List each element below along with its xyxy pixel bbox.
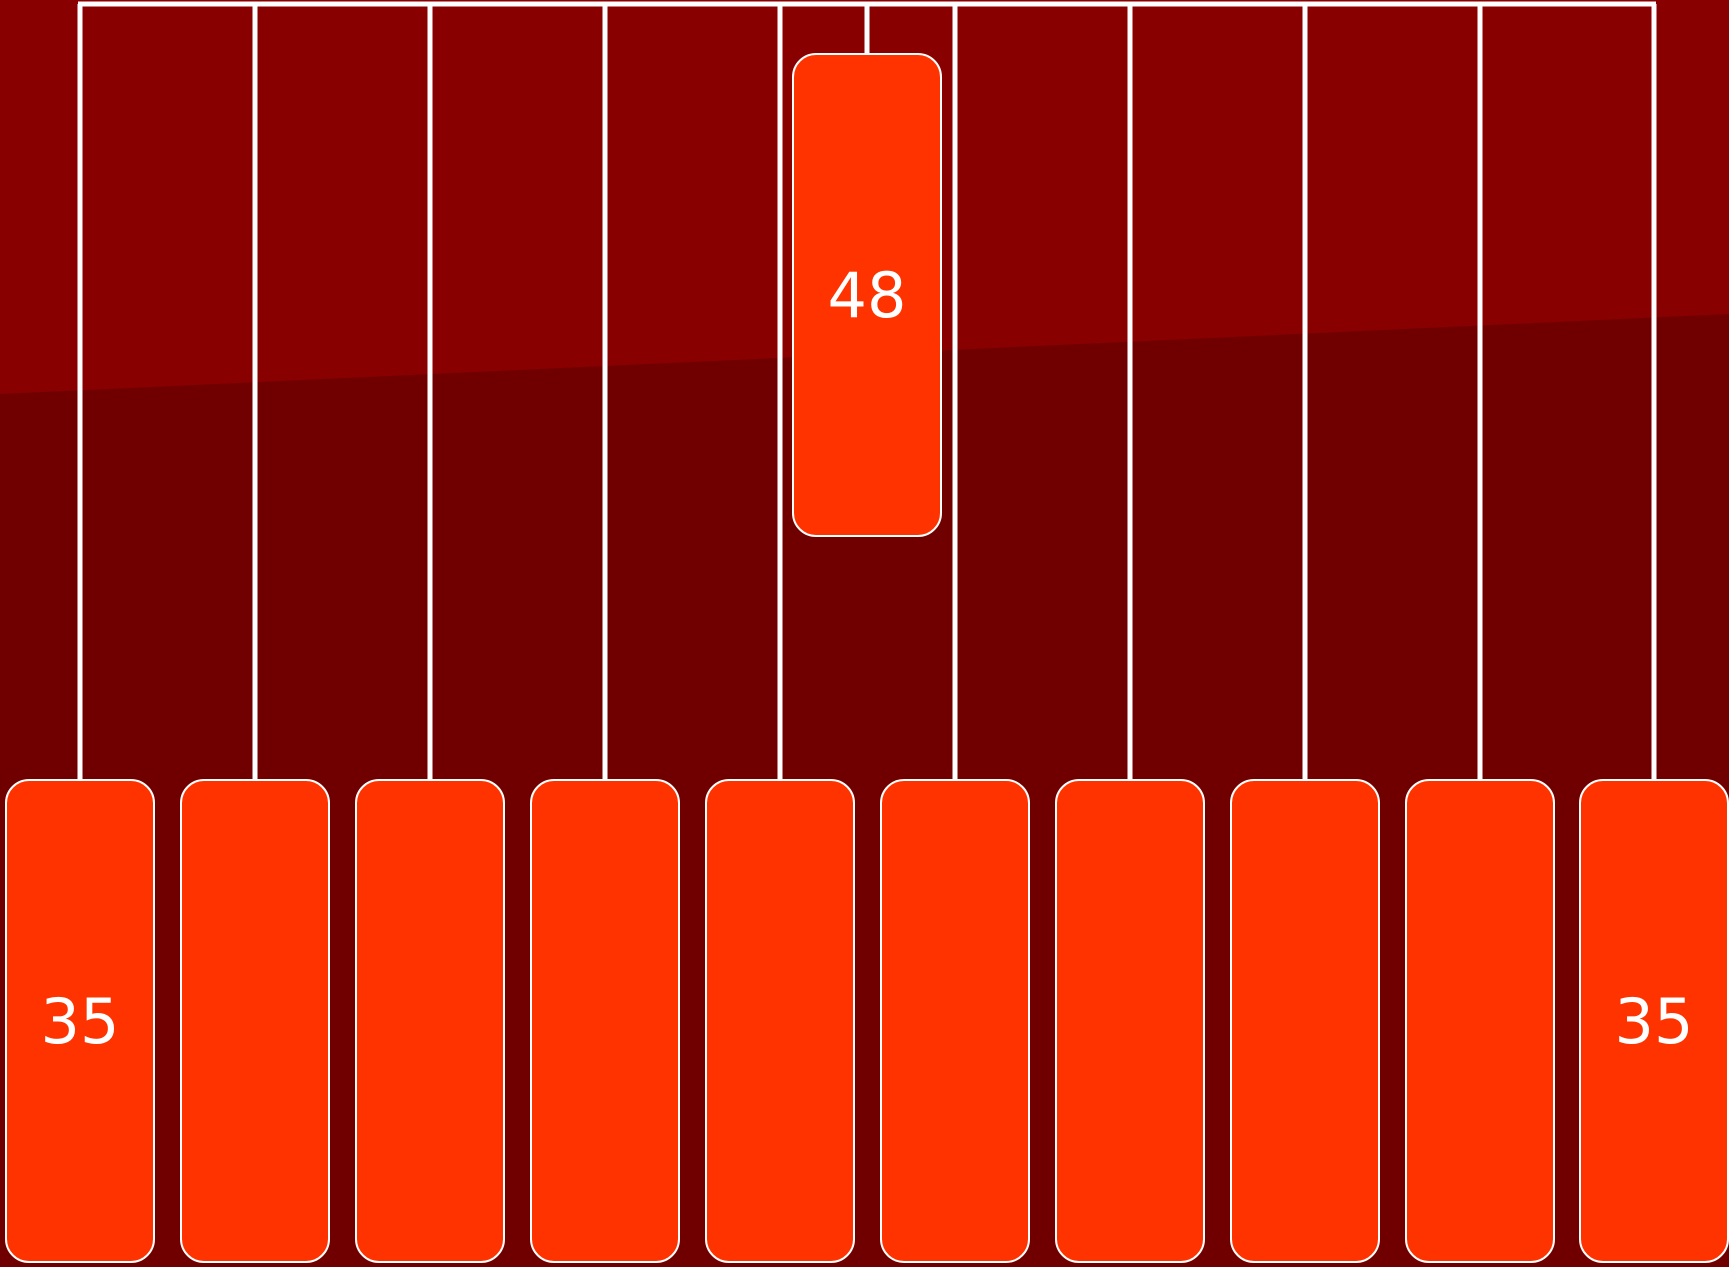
node-label-top: 48 — [827, 258, 907, 332]
node-bottom-6 — [880, 779, 1030, 1263]
node-label-bottom-10: 35 — [1614, 984, 1694, 1058]
node-top: 48 — [792, 53, 942, 537]
node-bottom-8 — [1230, 779, 1380, 1263]
node-bottom-9 — [1405, 779, 1555, 1263]
node-bottom-3 — [355, 779, 505, 1263]
node-bottom-4 — [530, 779, 680, 1263]
node-label-bottom-1: 35 — [40, 984, 120, 1058]
node-bottom-10: 35 — [1579, 779, 1729, 1263]
node-bottom-5 — [705, 779, 855, 1263]
node-bottom-2 — [180, 779, 330, 1263]
node-bottom-7 — [1055, 779, 1205, 1263]
node-bottom-1: 35 — [5, 779, 155, 1263]
